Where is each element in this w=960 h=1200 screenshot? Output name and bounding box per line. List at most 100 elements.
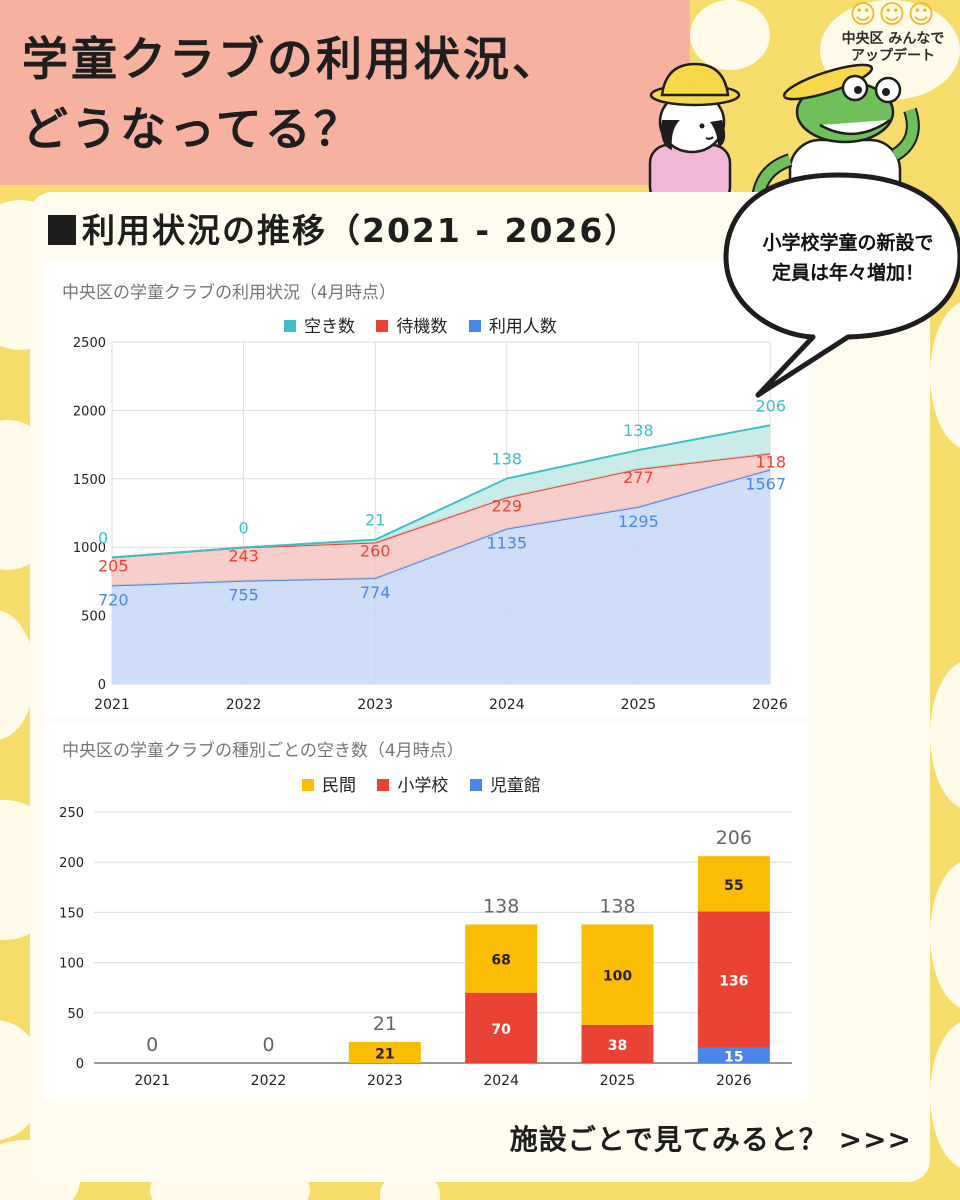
next-page-prompt[interactable]: 施設ごとで見てみると？ >>> xyxy=(509,1123,912,1156)
legend-label: 児童館 xyxy=(489,776,541,796)
bg-blob xyxy=(930,1020,960,1170)
bar-value-label: 68 xyxy=(491,953,510,969)
logo-text: アップデート xyxy=(851,47,935,64)
legend-swatch xyxy=(284,320,296,332)
data-label: 260 xyxy=(360,542,391,561)
square-bullet-icon xyxy=(48,215,76,245)
legend-label: 小学校 xyxy=(397,776,449,796)
area-0 xyxy=(112,469,770,684)
y-tick-label: 100 xyxy=(59,957,84,972)
smile-faces-icon: ☺☺☺ xyxy=(849,0,937,30)
chart-legend: 民間 小学校 児童館 xyxy=(302,771,557,796)
y-tick-label: 0 xyxy=(98,678,106,693)
data-label: 0 xyxy=(239,518,249,537)
y-tick-label: 150 xyxy=(59,906,84,921)
data-label: 1567 xyxy=(745,475,786,494)
legend-item-private: 民間 xyxy=(302,771,356,796)
legend-label: 利用人数 xyxy=(488,317,557,337)
data-label: 138 xyxy=(623,421,654,440)
bar-value-label: 21 xyxy=(375,1046,394,1062)
data-label: 0 xyxy=(98,528,108,547)
bar-total-label: 0 xyxy=(146,1034,158,1056)
data-label: 755 xyxy=(228,586,259,605)
legend-item-childrens-hall: 児童館 xyxy=(469,771,541,796)
bar-segment xyxy=(348,1041,421,1063)
legend-swatch xyxy=(468,320,481,332)
legend-item-waiting: 待機数 xyxy=(376,312,447,337)
y-tick-label: 2500 xyxy=(73,336,106,351)
bar-value-label: 70 xyxy=(491,1022,511,1038)
line-series-2 xyxy=(111,424,771,559)
data-label: 1135 xyxy=(486,534,527,553)
data-label: 118 xyxy=(755,452,786,471)
y-tick-label: 50 xyxy=(67,1007,84,1022)
bg-blob xyxy=(930,660,960,810)
area-chart-plot: 0 500 1000 1500 2000 2500 2021 2022 2023 2024 2025… xyxy=(73,336,788,713)
logo-stamp: ☺☺☺ 中央区 みんなで アップデート xyxy=(828,0,958,65)
bar-segment xyxy=(581,924,654,1025)
bar-value-label: 38 xyxy=(608,1038,627,1054)
bar-segment xyxy=(465,924,538,993)
bar-segment xyxy=(581,1024,654,1063)
section-heading-text: 利用状況の推移（2021 - 2026） xyxy=(82,211,640,250)
bar-segment xyxy=(697,1047,770,1063)
bar-total-label: 0 xyxy=(262,1034,274,1056)
bubble-line: 小学校学童の新設で xyxy=(762,232,934,254)
legend-swatch xyxy=(377,779,390,791)
data-label: 229 xyxy=(492,496,523,515)
y-tick-label: 1500 xyxy=(73,473,106,488)
y-tick-label: 0 xyxy=(76,1057,84,1072)
header-banner: 学童クラブの利用状況、 どうなってる？ xyxy=(0,0,690,185)
data-label: 21 xyxy=(365,511,385,530)
bar-segment xyxy=(465,992,538,1063)
y-tick-label: 500 xyxy=(81,610,106,625)
logo-text: 中央区 みんなで xyxy=(841,31,945,48)
bar-total-label: 138 xyxy=(599,895,635,917)
bg-blob xyxy=(930,860,960,1010)
legend-label: 待機数 xyxy=(396,317,448,337)
bar-segment xyxy=(697,911,770,1048)
bubble-line: 定員は年々増加！ xyxy=(771,262,924,284)
legend-swatch xyxy=(376,320,389,332)
x-tick-label: 2022 xyxy=(251,1073,287,1089)
legend-label: 民間 xyxy=(322,776,356,796)
bar-value-label: 100 xyxy=(603,969,632,985)
x-tick-label: 2023 xyxy=(367,1073,403,1089)
y-tick-label: 2000 xyxy=(73,404,106,419)
title-line: どうなってる？ xyxy=(22,102,363,156)
y-tick-label: 1000 xyxy=(73,541,106,556)
y-tick-label: 250 xyxy=(59,806,84,821)
bar-total-label: 138 xyxy=(483,895,519,917)
x-tick-label: 2026 xyxy=(716,1073,752,1089)
page-title: 学童クラブの利用状況、 どうなってる？ xyxy=(22,24,682,164)
legend-item-school: 小学校 xyxy=(377,771,448,796)
data-label: 138 xyxy=(492,450,523,469)
girl-character-icon xyxy=(648,62,741,200)
bar-value-label: 55 xyxy=(724,878,743,894)
vacancy-bar-chart: 中央区の学童クラブの種別ごとの空き数（4月時点） 民間 小学校 児童館 0 50 1… xyxy=(44,722,809,1100)
data-label: 206 xyxy=(755,396,786,415)
chart-legend: 空き数 待機数 利用人数 xyxy=(284,312,573,337)
area-2 xyxy=(112,425,770,558)
data-label: 243 xyxy=(228,546,259,565)
x-tick-label: 2025 xyxy=(600,1073,636,1089)
x-tick-label: 2023 xyxy=(357,697,393,713)
legend-label: 空き数 xyxy=(304,317,355,337)
data-label: 1295 xyxy=(618,512,659,531)
legend-swatch xyxy=(302,779,314,791)
bar-total-label: 206 xyxy=(716,827,752,849)
data-label: 277 xyxy=(623,468,654,487)
x-tick-label: 2026 xyxy=(752,697,788,713)
speech-bubble xyxy=(723,172,960,398)
legend-swatch xyxy=(469,779,482,791)
x-tick-label: 2024 xyxy=(489,697,525,713)
y-tick-label: 200 xyxy=(59,856,84,871)
speech-bubble-text: 小学校学童の新設で 定員は年々増加！ xyxy=(733,228,960,288)
legend-item-users: 利用人数 xyxy=(468,312,557,337)
section-heading: 利用状況の推移（2021 - 2026） xyxy=(48,204,639,252)
data-label: 205 xyxy=(98,556,129,575)
chart-title: 中央区の学童クラブの利用状況（4月時点） xyxy=(62,283,396,303)
x-tick-label: 2021 xyxy=(94,697,130,713)
bar-total-label: 21 xyxy=(373,1013,397,1035)
chart-title: 中央区の学童クラブの種別ごとの空き数（4月時点） xyxy=(62,741,464,761)
